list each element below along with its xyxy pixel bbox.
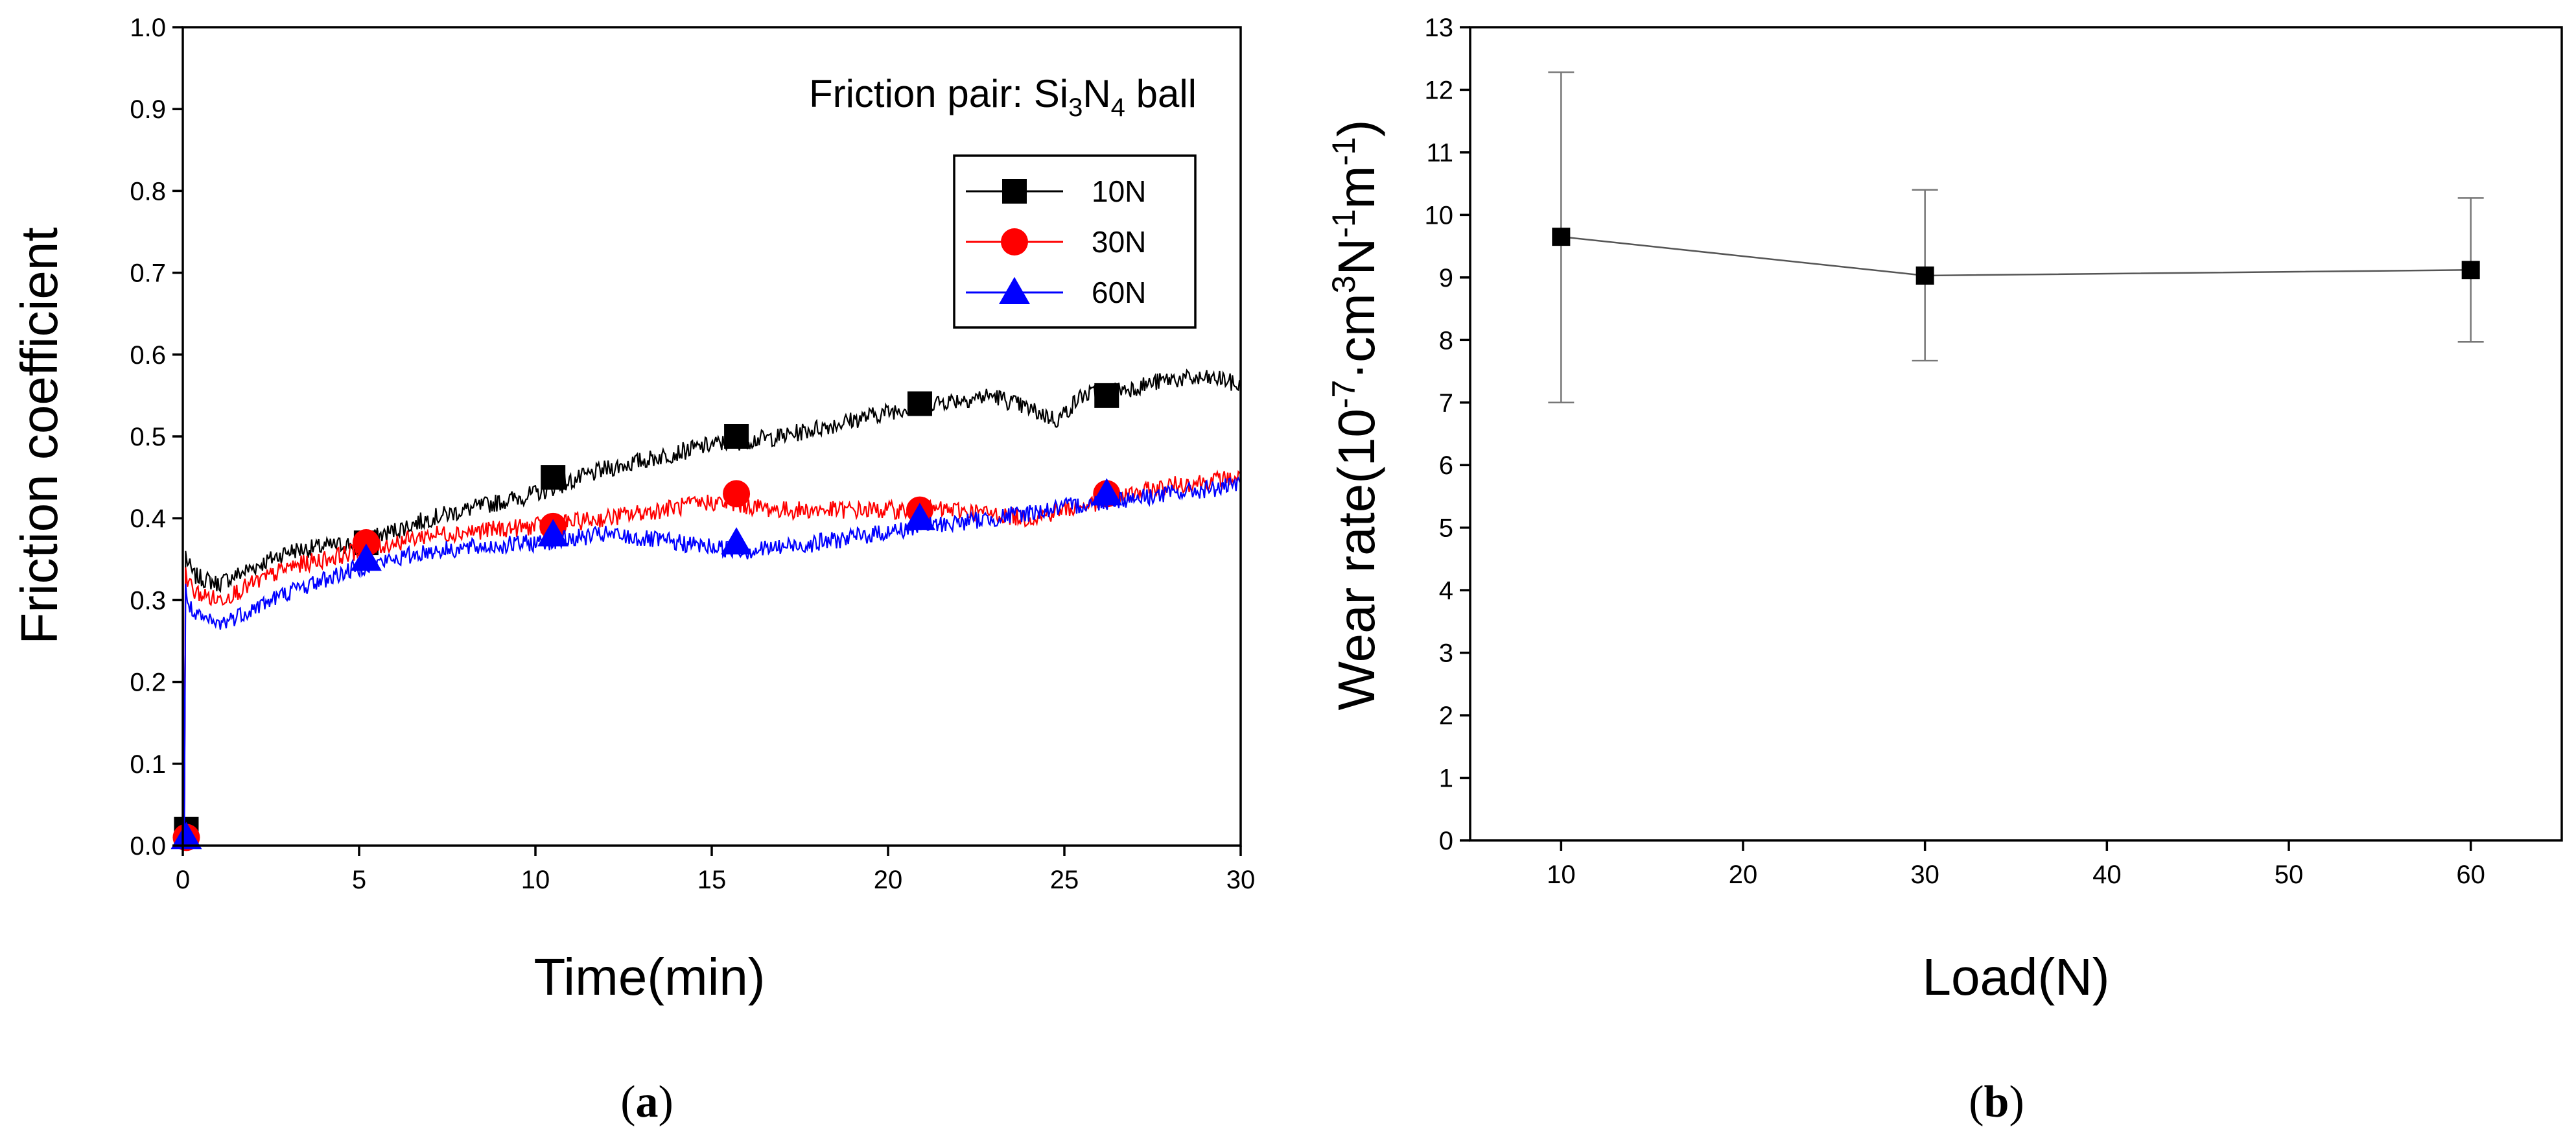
panel-a-series-group (170, 368, 1242, 851)
data-point (2461, 261, 2480, 279)
y-tick-label: 9 (1439, 264, 1453, 292)
legend-marker-60N (999, 277, 1030, 304)
y-tick-label: 0.3 (130, 586, 166, 615)
data-point-60N (537, 519, 569, 547)
y-tick-label: 5 (1439, 514, 1453, 543)
data-point (1552, 228, 1571, 246)
x-tick-label: 10 (521, 866, 550, 894)
data-point-30N (352, 529, 380, 557)
y-tick-label: 10 (1425, 201, 1454, 230)
data-point (1915, 266, 1934, 285)
panel-b-label: (b) (1969, 1077, 2024, 1127)
panel-b-y-axis-title: Wear rate(10-7·cm3N-1m-1) (1326, 120, 1385, 711)
y-tick-label: 0.1 (130, 750, 166, 779)
data-point-10N (541, 465, 566, 490)
data-point-60N (170, 822, 202, 849)
x-tick-label: 20 (874, 866, 903, 894)
x-tick-label: 50 (2275, 861, 2304, 889)
y-tick-label: 7 (1439, 389, 1453, 418)
data-point-60N (1091, 478, 1123, 506)
series-line-60N (181, 476, 1241, 846)
data-point-60N (904, 503, 935, 530)
y-tick-label: 0.9 (130, 95, 166, 124)
data-point-60N (721, 527, 753, 555)
panel-a-y-axis-title: Friction coefficient (10, 227, 68, 644)
x-tick-label: 15 (697, 866, 727, 894)
x-tick-label: 30 (1910, 861, 1939, 889)
data-point-60N (350, 543, 382, 571)
y-tick-label: 0.8 (130, 177, 166, 206)
data-point-10N (1094, 383, 1119, 408)
y-tick-label: 1 (1439, 765, 1453, 793)
series-line-10N (181, 368, 1242, 846)
y-tick-label: 13 (1425, 14, 1454, 42)
data-point-10N (907, 391, 932, 416)
panel-b-x-axis-title: Load(N) (1922, 948, 2109, 1006)
legend-marker-30N (1001, 228, 1028, 255)
series-line-30N (181, 469, 1241, 846)
y-tick-label: 6 (1439, 451, 1453, 480)
y-tick-label: 0 (1439, 827, 1453, 855)
x-tick-label: 40 (2092, 861, 2122, 889)
panel-a-annotation: Friction pair: Si3N4 ball (809, 72, 1197, 122)
panel-a-legend: 10N 30N 60N (953, 154, 1197, 329)
x-tick-label: 60 (2456, 861, 2485, 889)
y-tick-label: 3 (1439, 639, 1453, 668)
x-tick-label: 25 (1050, 866, 1079, 894)
y-tick-label: 8 (1439, 326, 1453, 355)
y-tick-label: 11 (1426, 139, 1453, 167)
data-point-10N (724, 424, 749, 449)
y-tick-label: 0.2 (130, 669, 166, 697)
data-point-30N (723, 480, 751, 508)
panel-b-series-group (1548, 71, 2484, 404)
panel-a-plot-frame (181, 26, 1242, 847)
x-tick-label: 0 (176, 866, 190, 894)
y-tick-label: 0.5 (130, 423, 166, 451)
legend-label-10N: 10N (1092, 174, 1146, 208)
wear-rate-line (1561, 235, 2471, 277)
y-tick-label: 4 (1439, 576, 1453, 605)
x-tick-label: 5 (352, 866, 366, 894)
panel-a-label: (a) (620, 1077, 673, 1127)
y-tick-label: 2 (1439, 702, 1453, 730)
y-tick-label: 0.7 (130, 259, 166, 288)
y-tick-label: 0.0 (130, 832, 166, 861)
y-tick-label: 0.6 (130, 341, 166, 370)
legend-marker-10N (1002, 179, 1027, 204)
panel-a-x-axis-title: Time(min) (534, 948, 766, 1006)
x-tick-label: 10 (1547, 861, 1576, 889)
y-tick-label: 0.4 (130, 505, 166, 533)
panel-a-ticks: 0 5 10 15 20 25 30 0.0 0.1 0.2 0.3 0.4 0.5 0.6 0.7 0.8 0… (130, 14, 1255, 894)
x-tick-label: 30 (1226, 866, 1256, 894)
legend-label-30N: 30N (1092, 225, 1146, 259)
legend-label-60N: 60N (1092, 276, 1146, 309)
y-tick-label: 12 (1425, 76, 1454, 104)
panel-a-friction-chart: 0 5 10 15 20 25 30 0.0 0.1 0.2 0.3 0.4 0.5 0.6 0.7 0.8 0… (10, 14, 1255, 1127)
panel-b-plot-frame (1469, 26, 2563, 842)
y-tick-label: 1.0 (130, 14, 166, 42)
x-tick-label: 20 (1729, 861, 1758, 889)
